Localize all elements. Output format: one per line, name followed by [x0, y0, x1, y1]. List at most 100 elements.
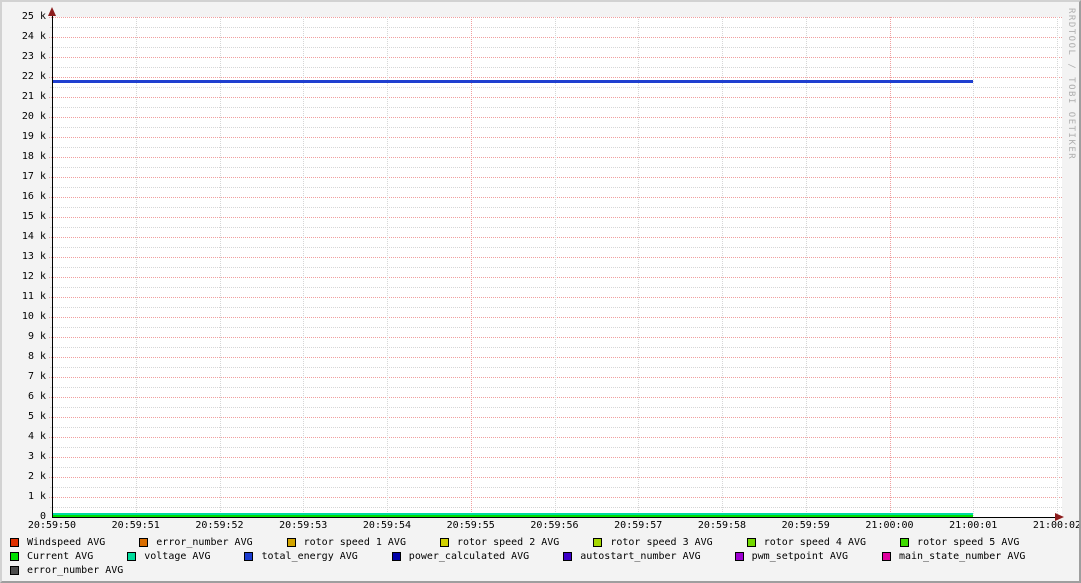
gridline-vertical — [722, 17, 723, 520]
gridline-horizontal — [50, 27, 1062, 28]
gridline-vertical — [806, 17, 807, 520]
x-tick-label: 20:59:55 — [446, 520, 495, 531]
gridline-vertical — [136, 17, 137, 520]
legend-label: rotor speed 5 AVG — [917, 536, 1020, 548]
legend-color-swatch-icon — [391, 551, 401, 561]
y-axis-arrow-icon — [48, 7, 56, 16]
legend-color-swatch-icon — [439, 537, 449, 547]
gridline-horizontal — [50, 127, 1062, 128]
gridline-horizontal — [50, 407, 1062, 408]
legend-color-swatch-icon — [734, 551, 744, 561]
legend-color-swatch-icon — [881, 551, 891, 561]
gridline-horizontal — [50, 307, 1062, 308]
legend-label: voltage AVG — [144, 550, 211, 562]
x-tick-label: 21:00:01 — [949, 520, 998, 531]
y-tick-label: 6 k — [27, 391, 46, 402]
gridline-vertical — [1057, 17, 1058, 520]
y-tick-label: 2 k — [27, 471, 46, 482]
gridline-horizontal — [50, 327, 1062, 328]
y-axis — [52, 14, 53, 518]
y-tick-label: 9 k — [27, 331, 46, 342]
legend-item: voltage AVG — [127, 551, 210, 562]
series-line-total_energy-avg — [52, 80, 974, 83]
legend-label: rotor speed 1 AVG — [303, 536, 406, 548]
y-tick-label: 16 k — [21, 191, 46, 202]
gridline-vertical — [387, 17, 388, 520]
legend-color-swatch-icon — [563, 551, 573, 561]
legend-row: Current AVG voltage AVG total_energy AVG po… — [10, 549, 1025, 563]
y-tick-label: 23 k — [21, 51, 46, 62]
legend-label: autostart_number AVG — [580, 550, 701, 562]
x-tick-label: 20:59:52 — [195, 520, 244, 531]
legend-label: main_state_number AVG — [898, 550, 1026, 562]
y-tick-label: 24 k — [21, 31, 46, 42]
gridline-horizontal — [50, 107, 1062, 108]
x-tick-label: 21:00:00 — [865, 520, 914, 531]
gridline-horizontal — [50, 467, 1062, 468]
legend-row: error_number AVG — [10, 563, 1025, 577]
series-line-voltage-avg — [52, 513, 974, 515]
y-tick-label: 11 k — [21, 291, 46, 302]
gridline-vertical — [890, 17, 891, 520]
legend-item: Windspeed AVG — [10, 537, 105, 548]
legend-item: rotor speed 3 AVG — [593, 536, 713, 548]
legend-color-swatch-icon — [139, 537, 149, 547]
legend-color-swatch-icon — [127, 551, 137, 561]
gridline-vertical — [303, 17, 304, 520]
gridline-horizontal — [50, 507, 1062, 508]
legend-item: autostart_number AVG — [563, 550, 701, 562]
gridline-vertical — [220, 17, 221, 520]
gridline-horizontal — [50, 87, 1062, 88]
y-tick-label: 0 — [39, 511, 46, 522]
gridline-horizontal — [50, 287, 1062, 288]
legend-color-swatch-icon — [900, 537, 910, 547]
legend-item: main_state_number AVG — [881, 550, 1026, 562]
legend-color-swatch-icon — [10, 551, 19, 561]
legend-color-swatch-icon — [244, 551, 254, 561]
gridline-horizontal — [50, 267, 1062, 268]
gridline-horizontal — [50, 47, 1062, 48]
gridline-vertical — [555, 17, 556, 520]
x-tick-label: 21:00:02 — [1032, 520, 1081, 531]
gridline-horizontal — [50, 147, 1062, 148]
watermark: RRDTOOL / TOBI OETIKER — [1066, 8, 1076, 161]
gridline-horizontal — [50, 447, 1062, 448]
y-tick-label: 25 k — [21, 11, 46, 22]
y-tick-label: 22 k — [21, 71, 46, 82]
y-tick-label: 7 k — [27, 371, 46, 382]
y-tick-label: 3 k — [27, 451, 46, 462]
y-tick-label: 5 k — [27, 411, 46, 422]
y-tick-label: 20 k — [21, 111, 46, 122]
legend-label: rotor speed 3 AVG — [610, 536, 713, 548]
legend-item: error_number AVG — [139, 537, 253, 548]
legend-label: rotor speed 4 AVG — [763, 536, 867, 548]
gridline-horizontal — [50, 367, 1062, 368]
y-tick-label: 8 k — [27, 351, 46, 362]
x-tick-label: 20:59:54 — [362, 520, 412, 531]
x-tick-label: 20:59:56 — [530, 520, 579, 531]
legend-item: rotor speed 4 AVG — [746, 536, 867, 548]
y-tick-label: 21 k — [21, 91, 46, 102]
legend-label: rotor speed 2 AVG — [456, 536, 560, 548]
legend-item: error_number AVG — [10, 565, 123, 576]
gridline-horizontal — [50, 187, 1062, 188]
y-tick-label: 12 k — [21, 271, 46, 282]
gridline-horizontal — [50, 387, 1062, 388]
y-tick-label: 4 k — [27, 431, 46, 442]
gridline-horizontal — [50, 427, 1062, 428]
y-tick-label: 15 k — [21, 211, 46, 222]
legend-label: power_calculated AVG — [408, 550, 530, 562]
gridline-horizontal — [50, 247, 1062, 248]
legend: Windspeed AVG error_number AVG rotor speed… — [10, 535, 1025, 577]
series-line-current-avg — [52, 515, 974, 517]
gridline-horizontal — [50, 167, 1062, 168]
legend-color-swatch-icon — [10, 537, 19, 547]
gridline-horizontal — [50, 347, 1062, 348]
legend-item: total_energy AVG — [244, 551, 358, 562]
x-tick-label: 20:59:51 — [111, 520, 160, 531]
legend-item: pwm_setpoint AVG — [734, 551, 848, 562]
y-tick-label: 1 k — [27, 491, 46, 502]
legend-color-swatch-icon — [286, 537, 296, 547]
legend-item: rotor speed 2 AVG — [439, 536, 560, 548]
legend-item: rotor speed 1 AVG — [286, 536, 406, 548]
